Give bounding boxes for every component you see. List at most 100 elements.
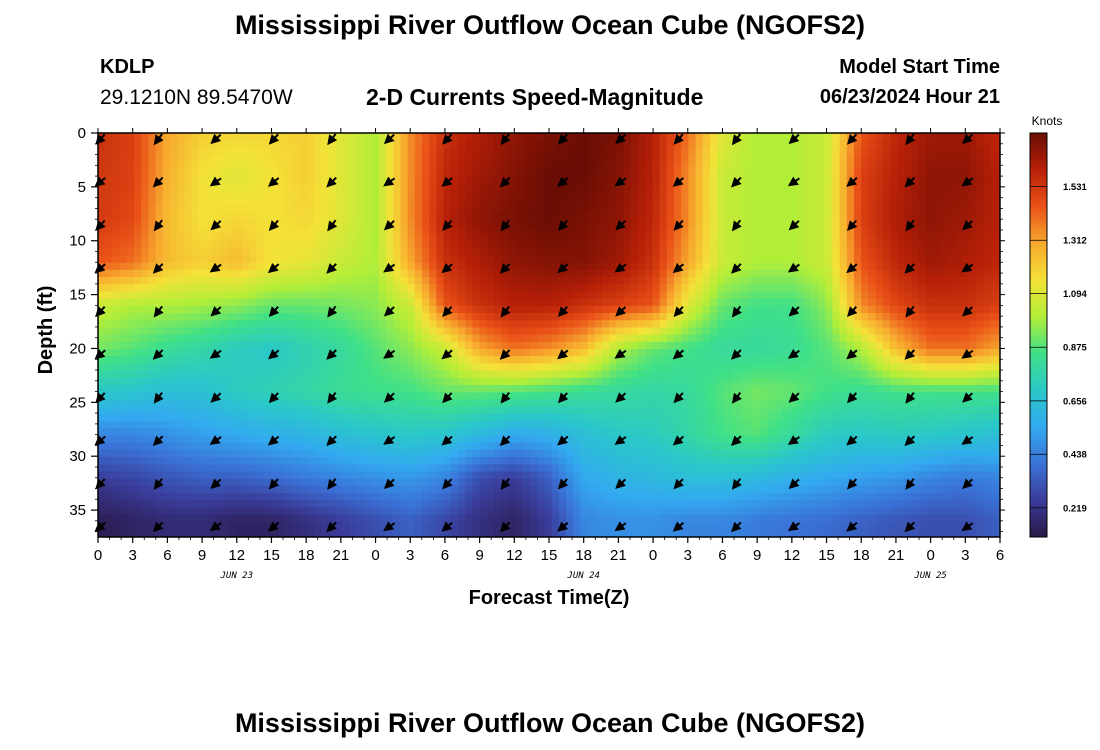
heatmap-cell <box>710 262 718 271</box>
heatmap-cell <box>285 233 293 242</box>
heatmap-cell <box>206 219 214 227</box>
heatmap-cell <box>573 363 581 371</box>
heatmap-cell <box>342 341 351 350</box>
heatmap-cell <box>458 313 466 321</box>
heatmap-cell <box>710 147 718 155</box>
heatmap-cell <box>594 241 603 249</box>
heatmap-cell <box>443 147 452 155</box>
heatmap-cell <box>767 183 776 191</box>
heatmap-cell <box>270 197 279 206</box>
heatmap-cell <box>623 205 632 213</box>
heatmap-cell <box>263 349 272 357</box>
heatmap-cell <box>717 363 725 371</box>
heatmap-cell <box>472 205 480 213</box>
heatmap-cell <box>746 291 754 299</box>
heatmap-cell <box>508 320 516 328</box>
heatmap-cell <box>407 406 416 415</box>
heatmap-cell <box>544 399 552 407</box>
heatmap-cell <box>717 262 725 271</box>
heatmap-cell <box>364 327 372 335</box>
heatmap-cell <box>825 341 833 350</box>
heatmap-cell <box>530 356 538 364</box>
heatmap-cell <box>364 212 372 220</box>
heatmap-cell <box>825 284 833 292</box>
heatmap-cell <box>990 255 999 263</box>
heatmap-cell <box>760 161 768 170</box>
heatmap-cell <box>501 385 509 393</box>
heatmap-cell <box>206 255 214 263</box>
heatmap-cell <box>746 313 754 321</box>
heatmap-cell <box>213 320 221 328</box>
heatmap-cell <box>695 277 704 285</box>
heatmap-cell <box>105 385 113 393</box>
heatmap-cell <box>278 392 286 400</box>
heatmap-cell <box>652 226 660 235</box>
heatmap-cell <box>134 241 142 249</box>
heatmap-cell <box>926 233 934 242</box>
heatmap-cell <box>306 241 315 249</box>
heatmap-cell <box>141 356 149 364</box>
heatmap-cell <box>292 291 300 299</box>
heatmap-cell <box>746 133 754 141</box>
heatmap-cell <box>897 399 905 407</box>
heatmap-cell <box>256 277 264 285</box>
heatmap-cell <box>803 205 812 213</box>
heatmap-cell <box>227 291 236 299</box>
heatmap-cell <box>558 356 567 364</box>
heatmap-cell <box>234 305 243 314</box>
heatmap-cell <box>890 385 898 393</box>
heatmap-cell <box>666 212 675 220</box>
heatmap-cell <box>659 291 668 299</box>
heatmap-cell <box>918 233 927 242</box>
heatmap-cell <box>436 392 444 400</box>
heatmap-cell <box>119 205 128 213</box>
heatmap-cell <box>184 334 192 343</box>
heatmap-cell <box>854 399 862 407</box>
heatmap-cell <box>234 406 243 415</box>
heatmap-cell <box>270 154 279 163</box>
heatmap-cell <box>702 406 711 415</box>
heatmap-cell <box>630 413 639 422</box>
heatmap-cell <box>378 161 387 170</box>
heatmap-cell <box>350 313 358 321</box>
heatmap-cell <box>126 133 135 141</box>
heatmap-cell <box>299 197 308 206</box>
heatmap-cell <box>738 269 747 278</box>
heatmap-cell <box>688 133 696 141</box>
heatmap-cell <box>638 370 646 379</box>
heatmap-cell <box>954 320 963 328</box>
heatmap-cell <box>832 169 840 177</box>
heatmap-cell <box>328 169 336 177</box>
heatmap-cell <box>558 320 567 328</box>
heatmap-cell <box>911 291 920 299</box>
heatmap-cell <box>98 341 106 350</box>
heatmap-cell <box>796 161 804 170</box>
heatmap-cell <box>616 169 624 177</box>
heatmap-cell <box>861 320 869 328</box>
heatmap-cell <box>868 241 876 249</box>
heatmap-cell <box>465 277 473 285</box>
heatmap-cell <box>983 140 992 148</box>
heatmap-cell <box>400 313 408 321</box>
heatmap-cell <box>724 334 732 343</box>
heatmap-cell <box>220 197 228 206</box>
heatmap-cell <box>508 305 516 314</box>
heatmap-cell <box>818 305 826 314</box>
heatmap-cell <box>422 233 430 242</box>
heatmap-cell <box>357 190 365 199</box>
heatmap-cell <box>486 356 495 364</box>
heatmap-cell <box>321 176 329 184</box>
heatmap-cell <box>616 298 624 307</box>
heatmap-cell <box>854 385 862 393</box>
heatmap-cell <box>573 313 581 321</box>
heatmap-cell <box>990 341 999 350</box>
heatmap-cell <box>242 305 250 314</box>
heatmap-cell <box>602 392 610 400</box>
heatmap-cell <box>472 154 480 163</box>
heatmap-cell <box>112 320 120 328</box>
heatmap-cell <box>688 219 696 227</box>
heatmap-cell <box>256 154 264 163</box>
heatmap-cell <box>666 370 675 379</box>
heatmap-cell <box>918 305 927 314</box>
heatmap-cell <box>191 377 200 386</box>
